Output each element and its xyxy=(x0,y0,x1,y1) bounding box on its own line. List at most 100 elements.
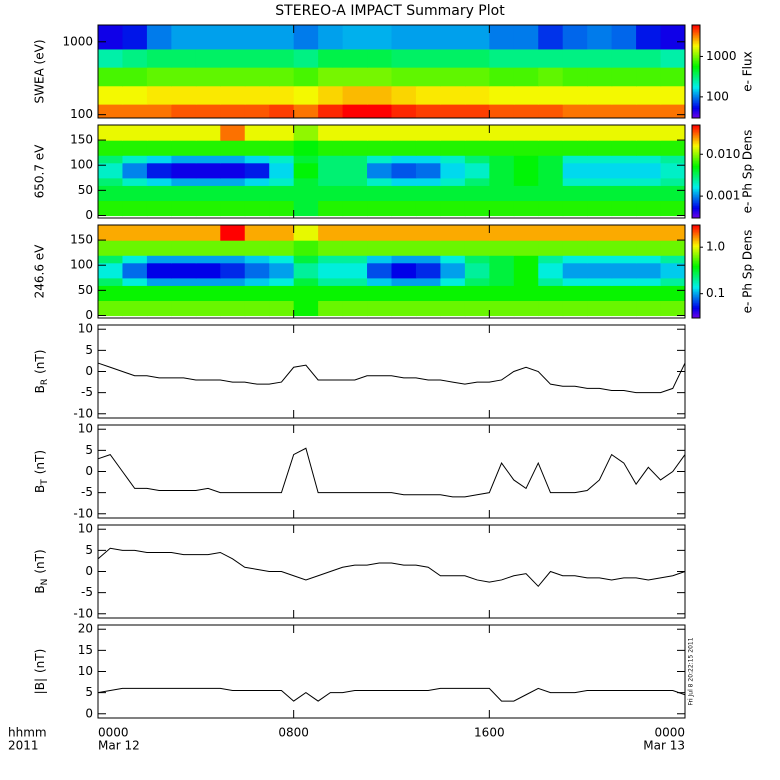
colorbar-step xyxy=(692,249,700,252)
y-label-unit: (nT) xyxy=(33,649,47,673)
heatmap-cell xyxy=(98,185,124,202)
heatmap-cell xyxy=(220,240,246,256)
heatmap-cell xyxy=(415,300,442,317)
heatmap-cell xyxy=(146,104,172,118)
heatmap-cell xyxy=(269,48,295,68)
colorbar-step xyxy=(692,116,700,119)
heatmap-cell xyxy=(489,200,515,217)
y-tick-label: 0 xyxy=(85,564,93,578)
heatmap-cell xyxy=(489,300,515,317)
colorbar-step xyxy=(692,74,700,77)
heatmap-cell xyxy=(122,67,148,87)
colorbar-step xyxy=(692,171,700,174)
heatmap-cell xyxy=(513,300,539,317)
colorbar-step xyxy=(692,132,700,135)
y-label-main: B xyxy=(33,485,47,493)
heatmap-cell xyxy=(293,48,319,68)
colorbar-step xyxy=(692,65,700,68)
heatmap-cell xyxy=(440,162,466,179)
heatmap-cell xyxy=(391,125,417,141)
heatmap-cell xyxy=(513,240,539,256)
heatmap-cell xyxy=(562,48,588,68)
heatmap-cell xyxy=(318,162,344,179)
heatmap-cell xyxy=(636,262,662,279)
heatmap-cell xyxy=(171,277,197,286)
heatmap-cell xyxy=(391,162,417,179)
heatmap-cell xyxy=(391,140,417,156)
heatmap-cell xyxy=(636,125,662,141)
colorbar-step xyxy=(692,157,700,160)
heatmap-cell xyxy=(98,255,124,264)
heatmap-cell xyxy=(367,225,393,241)
colorbar-step xyxy=(692,125,700,128)
colorbar-step xyxy=(692,142,700,145)
y-label-sub: N xyxy=(40,579,50,586)
heatmap-cell xyxy=(171,67,197,87)
heatmap-cell xyxy=(318,262,344,279)
heatmap-cell xyxy=(415,177,442,186)
heatmap-cell xyxy=(269,262,295,279)
heatmap-cell xyxy=(660,277,685,286)
y-tick-label: 10 xyxy=(78,522,93,536)
colorbar-step xyxy=(692,140,700,143)
heatmap-cell xyxy=(98,25,124,50)
heatmap-cell xyxy=(587,25,613,50)
heatmap-cell xyxy=(122,85,148,105)
heatmap-cell xyxy=(269,200,295,217)
y-label-sub: T xyxy=(40,479,50,486)
heatmap-cell xyxy=(342,300,368,317)
heatmap-cell xyxy=(318,300,344,317)
heatmap-cell xyxy=(367,85,393,105)
colorbar-step xyxy=(692,296,700,299)
heatmap-cell xyxy=(195,240,221,256)
colorbar-step xyxy=(692,134,700,137)
colorbar-step xyxy=(692,307,700,310)
heatmap-cell xyxy=(611,25,637,50)
heatmap-cell xyxy=(391,85,417,105)
heatmap-cell xyxy=(415,140,442,156)
colorbar-step xyxy=(692,37,700,40)
colorbar-step xyxy=(692,277,700,280)
heatmap-cell xyxy=(244,185,270,202)
heatmap-cell xyxy=(293,104,319,118)
heatmap-cell xyxy=(562,25,588,50)
heatmap-cell xyxy=(611,125,637,141)
panel: 0.001 0.010 e- Ph Sp Dens 0 50 100 150 650.7 eV xyxy=(33,124,755,222)
heatmap-cell xyxy=(342,225,368,241)
heatmap-cell xyxy=(513,262,539,279)
colorbar-step xyxy=(692,59,700,62)
heatmap-cell xyxy=(636,255,662,264)
heatmap-cell xyxy=(220,185,246,202)
heatmap-cell xyxy=(244,140,270,156)
heatmap-cell xyxy=(489,155,515,164)
panel: -10 -5 0 5 10 BN (nT) xyxy=(33,522,686,620)
heatmap-cell xyxy=(122,162,148,179)
panel: -10 -5 0 5 10 BR (nT) xyxy=(33,322,686,420)
heatmap-cell xyxy=(587,104,613,118)
heatmap-cell xyxy=(636,48,662,68)
y-tick-label: 0 xyxy=(85,208,93,222)
panel: Fri Jul 8 20:22:15 2011 0 5 10 15 20 |B| (nT) 00… xyxy=(33,622,695,753)
y-tick-label: 50 xyxy=(78,283,93,297)
heatmap-cell xyxy=(269,67,295,87)
heatmap-cell xyxy=(464,67,490,87)
heatmap-cell xyxy=(98,225,124,241)
colorbar-step xyxy=(692,199,700,202)
heatmap-cell xyxy=(122,285,148,302)
heatmap-cell xyxy=(195,300,221,317)
heatmap-cell xyxy=(220,177,246,186)
heatmap-cell xyxy=(513,200,539,217)
heatmap-cell xyxy=(587,240,613,256)
heatmap-cell xyxy=(660,255,685,264)
colorbar-step xyxy=(692,94,700,97)
heatmap-cell xyxy=(440,140,466,156)
colorbar-step xyxy=(692,213,700,216)
colorbar-step xyxy=(692,29,700,32)
heatmap-cell xyxy=(318,240,344,256)
heatmap-cell xyxy=(464,200,490,217)
colorbar-step xyxy=(692,310,700,313)
colorbar-step xyxy=(692,248,700,251)
heatmap-cell xyxy=(660,177,685,186)
y-label-main: |B| xyxy=(33,678,47,694)
panel: 100 1000 e- Flux 100 1000 SWEA (eV) xyxy=(33,24,755,121)
